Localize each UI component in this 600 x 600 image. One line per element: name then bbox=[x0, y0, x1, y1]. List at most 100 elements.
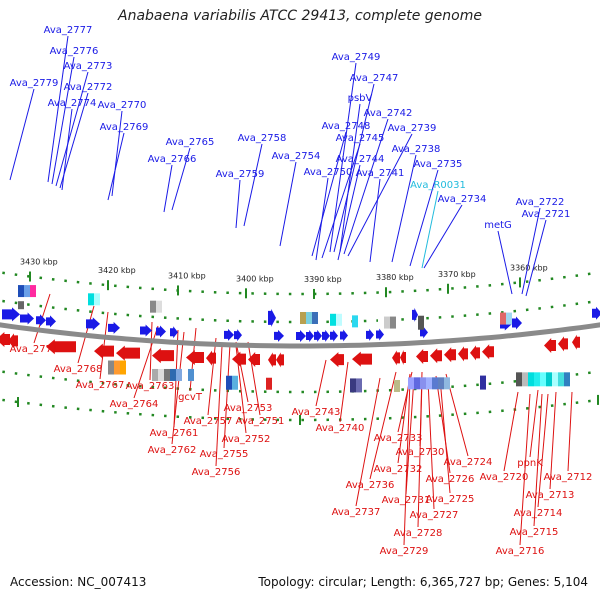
leader-line bbox=[279, 161, 297, 247]
reverse-gene-arrow bbox=[400, 350, 406, 366]
leader-line bbox=[315, 177, 329, 261]
forward-gene-arrow bbox=[412, 307, 418, 322]
genome-backbone bbox=[0, 322, 600, 349]
gene-label: Ava_2740 bbox=[316, 423, 365, 434]
gene-label: gcvT bbox=[178, 392, 203, 403]
leader-line bbox=[529, 389, 539, 458]
leader-line bbox=[391, 154, 417, 263]
gene-label: Ava_2766 bbox=[148, 154, 197, 165]
reverse-gene-arrow bbox=[152, 348, 174, 364]
forward-gene-arrow bbox=[156, 325, 166, 338]
gene-label: Ava_2715 bbox=[510, 527, 559, 538]
gene-label: Ava_2756 bbox=[192, 467, 241, 478]
protein-domain-block bbox=[114, 360, 120, 375]
kbp-label: 3420 kbp bbox=[98, 266, 136, 275]
protein-domain-block bbox=[350, 378, 356, 393]
protein-domain-block bbox=[528, 372, 534, 387]
leader-line bbox=[567, 391, 573, 472]
gene-label: Ava_2762 bbox=[148, 445, 197, 456]
accession-text: Accession: NC_007413 bbox=[10, 575, 147, 589]
gene-label: Ava_2726 bbox=[426, 474, 475, 485]
gene-label-layer: Ava_2777 Ava_2776 Ava_2773 Ava_2779 Ava_2772… bbox=[10, 25, 593, 557]
gene-label: Ava_2725 bbox=[426, 494, 475, 505]
protein-domain-block bbox=[516, 372, 522, 387]
forward-gene-arrow bbox=[306, 329, 314, 342]
leader-line bbox=[311, 131, 347, 257]
protein-domain-block bbox=[176, 368, 182, 381]
reverse-gene-arrow bbox=[248, 352, 260, 368]
protein-domain-block bbox=[232, 375, 238, 390]
reverse-gene-arrow bbox=[458, 346, 468, 362]
reverse-gene-arrow bbox=[470, 345, 480, 361]
leader-line bbox=[163, 164, 173, 213]
reverse-gene-arrow bbox=[206, 350, 216, 366]
kbp-label: 3380 kbp bbox=[376, 273, 414, 282]
leader-line bbox=[355, 377, 381, 507]
protein-domain-block bbox=[120, 360, 126, 375]
protein-domain-block bbox=[306, 312, 312, 324]
gene-label: Ava_2772 bbox=[64, 82, 113, 93]
leader-line bbox=[369, 178, 381, 263]
kbp-label: 3410 kbp bbox=[168, 271, 206, 280]
protein-domain-block bbox=[18, 301, 24, 310]
protein-domain-block bbox=[330, 313, 336, 326]
gene-label: Ava_2768 bbox=[54, 364, 103, 375]
gene-label: Ava_2739 bbox=[388, 123, 437, 134]
tick-layer: 3430 kbp 3420 kbp 3410 kbp 3400 kbp 3390 kbp… bbox=[0, 258, 600, 425]
leader-line bbox=[247, 341, 261, 416]
gene-label: Ava_2731 bbox=[382, 495, 431, 506]
protein-domain-block bbox=[94, 293, 100, 306]
leader-line bbox=[133, 325, 159, 399]
protein-domain-block bbox=[226, 375, 232, 390]
protein-domain-block bbox=[18, 285, 24, 298]
gene-label: Ava_2712 bbox=[544, 472, 593, 483]
protein-domain-block bbox=[156, 300, 162, 313]
forward-gene-arrow bbox=[20, 312, 34, 325]
forward-gene-arrow bbox=[86, 317, 100, 331]
leader-line bbox=[207, 337, 217, 416]
gene-label: Ava_2758 bbox=[238, 133, 287, 144]
reverse-gene-arrow bbox=[572, 334, 580, 350]
leader-line bbox=[215, 345, 223, 467]
gene-label: Ava_2764 bbox=[110, 399, 159, 410]
gene-label: Ava_2754 bbox=[272, 151, 321, 162]
gene-label: Ava_2729 bbox=[380, 546, 429, 557]
protein-domain-block bbox=[500, 312, 506, 325]
protein-domain-block bbox=[564, 372, 570, 387]
reverse-gene-arrow bbox=[186, 349, 204, 365]
leader-line bbox=[339, 361, 349, 423]
protein-domain-block bbox=[480, 375, 486, 390]
protein-domain-block bbox=[506, 312, 512, 325]
gene-label: Ava_2730 bbox=[396, 447, 445, 458]
gene-label: Ava_2745 bbox=[336, 133, 385, 144]
protein-domain-block bbox=[170, 368, 176, 381]
leader-line bbox=[339, 103, 361, 253]
protein-domain-block bbox=[312, 312, 318, 324]
kbp-label: 3390 kbp bbox=[304, 275, 342, 284]
protein-domain-block bbox=[432, 377, 438, 390]
protein-domain-block bbox=[390, 316, 396, 329]
leader-line bbox=[171, 331, 185, 445]
forward-gene-arrow bbox=[592, 306, 600, 320]
protein-domain-block bbox=[152, 368, 158, 381]
protein-domain-block bbox=[150, 300, 156, 313]
gene-label: Ava_2722 bbox=[516, 197, 565, 208]
leader-line bbox=[503, 391, 519, 472]
protein-domain-block bbox=[158, 368, 164, 381]
leader-line bbox=[521, 207, 541, 295]
gene-label: Ava_2747 bbox=[350, 73, 399, 84]
leader-line bbox=[409, 169, 439, 267]
gene-label: Ava_2759 bbox=[216, 169, 265, 180]
forward-gene-arrow bbox=[2, 307, 20, 322]
protein-domain-block bbox=[558, 372, 564, 387]
leader-line bbox=[423, 204, 463, 269]
forward-gene-arrow bbox=[46, 315, 56, 328]
protein-domain-block bbox=[188, 368, 194, 381]
leader-line bbox=[519, 393, 531, 546]
reverse-gene-arrow bbox=[116, 345, 140, 361]
gene-label: Ava_2770 bbox=[98, 100, 147, 111]
gene-label: Ava_2741 bbox=[356, 168, 405, 179]
leader-line bbox=[333, 83, 375, 253]
forward-gene-arrow bbox=[268, 308, 276, 327]
